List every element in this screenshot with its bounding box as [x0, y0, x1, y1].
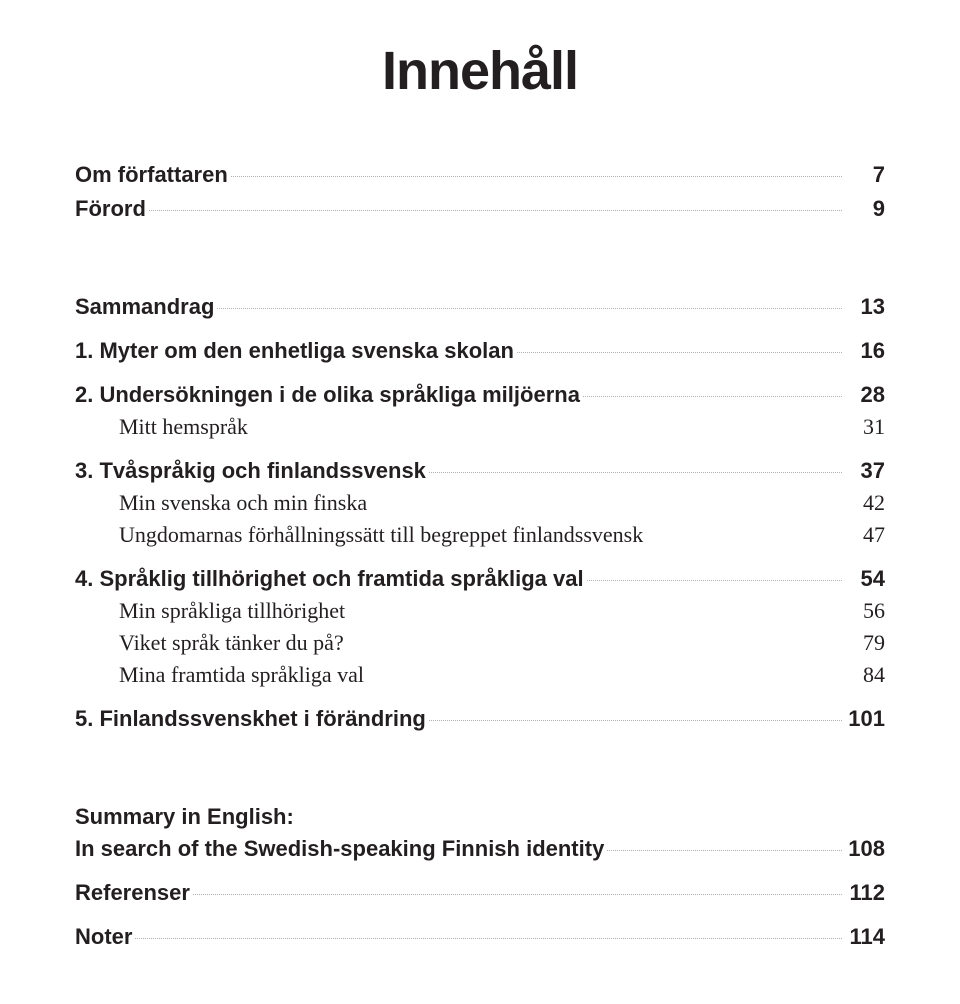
toc-entry-label: In search of the Swedish-speaking Finnis…: [75, 836, 604, 862]
dot-leader: [193, 894, 842, 895]
dot-leader: [429, 472, 842, 473]
toc-entry-page: 79: [845, 630, 885, 656]
toc-entry-page: 7: [845, 162, 885, 188]
toc-entry-label: 3. Tvåspråkig och finlandssvensk: [75, 458, 426, 484]
toc-entry-page: 84: [845, 662, 885, 688]
toc-entry-label: 4. Språklig tillhörighet och framtida sp…: [75, 566, 584, 592]
toc-entry-page: 9: [845, 196, 885, 222]
toc-entry-page: 101: [845, 706, 885, 732]
toc-entry-page: 31: [845, 414, 885, 440]
toc-entry-page: 47: [845, 522, 885, 548]
dot-leader: [217, 308, 842, 309]
toc-entry-page: 114: [845, 924, 885, 950]
toc-entry: Min svenska och min finska 42: [75, 490, 885, 516]
dot-leader: [135, 938, 842, 939]
toc-entry-label: Referenser: [75, 880, 190, 906]
table-of-contents: Om författaren 7 Förord 9 Sammandrag 13 1. Myt…: [75, 162, 885, 950]
dot-leader: [149, 210, 842, 211]
toc-entry: Ungdomarnas förhållningssätt till begrep…: [75, 522, 885, 548]
toc-entry-page: 42: [845, 490, 885, 516]
toc-entry-page: 16: [845, 338, 885, 364]
toc-entry-label: Min svenska och min finska: [75, 490, 367, 516]
toc-entry: Sammandrag 13: [75, 294, 885, 320]
toc-entry: Mina framtida språkliga val 84: [75, 662, 885, 688]
toc-entry: Min språkliga tillhörighet 56: [75, 598, 885, 624]
toc-entry: Om författaren 7: [75, 162, 885, 188]
toc-entry-page: 28: [845, 382, 885, 408]
toc-entry-label: 2. Undersökningen i de olika språkliga m…: [75, 382, 580, 408]
toc-entry: 4. Språklig tillhörighet och framtida sp…: [75, 566, 885, 592]
dot-leader: [587, 580, 842, 581]
toc-entry: 1. Myter om den enhetliga svenska skolan…: [75, 338, 885, 364]
dot-leader: [429, 720, 842, 721]
page-title: Innehåll: [75, 40, 885, 102]
toc-entry-page: 112: [845, 880, 885, 906]
toc-entry-label: Min språkliga tillhörighet: [75, 598, 345, 624]
toc-entry-label: 5. Finlandssvenskhet i förändring: [75, 706, 426, 732]
toc-entry-label: Mina framtida språkliga val: [75, 662, 364, 688]
toc-entry-page: 37: [845, 458, 885, 484]
toc-entry-label: Sammandrag: [75, 294, 214, 320]
toc-entry-label: 1. Myter om den enhetliga svenska skolan: [75, 338, 514, 364]
toc-entry-page: 54: [845, 566, 885, 592]
toc-entry: Noter 114: [75, 924, 885, 950]
toc-entry: 3. Tvåspråkig och finlandssvensk 37: [75, 458, 885, 484]
toc-entry-label: Ungdomarnas förhållningssätt till begrep…: [75, 522, 643, 548]
toc-entry-page: 108: [845, 836, 885, 862]
toc-entry: Mitt hemspråk 31: [75, 414, 885, 440]
dot-leader: [607, 850, 842, 851]
toc-entry-label: Mitt hemspråk: [75, 414, 248, 440]
toc-entry-label: Om författaren: [75, 162, 228, 188]
toc-entry-page: 56: [845, 598, 885, 624]
toc-entry-label: Förord: [75, 196, 146, 222]
toc-entry: Viket språk tänker du på? 79: [75, 630, 885, 656]
toc-entry: In search of the Swedish-speaking Finnis…: [75, 836, 885, 862]
toc-entry: Referenser 112: [75, 880, 885, 906]
dot-leader: [231, 176, 842, 177]
toc-entry-label: Viket språk tänker du på?: [75, 630, 344, 656]
toc-entry-page: 13: [845, 294, 885, 320]
toc-entry: Summary in English:: [75, 804, 885, 830]
toc-entry: Förord 9: [75, 196, 885, 222]
dot-leader: [583, 396, 842, 397]
toc-entry-label: Noter: [75, 924, 132, 950]
toc-entry: 5. Finlandssvenskhet i förändring 101: [75, 706, 885, 732]
dot-leader: [517, 352, 842, 353]
toc-entry-label: Summary in English:: [75, 804, 294, 830]
toc-entry: 2. Undersökningen i de olika språkliga m…: [75, 382, 885, 408]
